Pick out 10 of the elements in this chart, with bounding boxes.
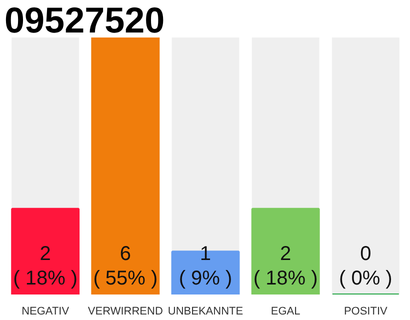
x-tick-label: VERWIRREND	[88, 306, 163, 318]
x-tick-label: UNBEKANNTE	[168, 306, 244, 318]
x-tick-label: POSITIV	[344, 306, 388, 318]
chart-title: 09527520	[4, 0, 165, 40]
x-tick-label: EGAL	[270, 306, 300, 318]
data-label: 0 ( 0% )	[338, 243, 392, 290]
data-label: 6 ( 55% )	[93, 243, 158, 290]
x-tick-label: NEGATIV	[22, 306, 70, 318]
data-label: 2 ( 18% )	[253, 243, 318, 290]
data-label: 2 ( 18% )	[13, 243, 78, 290]
